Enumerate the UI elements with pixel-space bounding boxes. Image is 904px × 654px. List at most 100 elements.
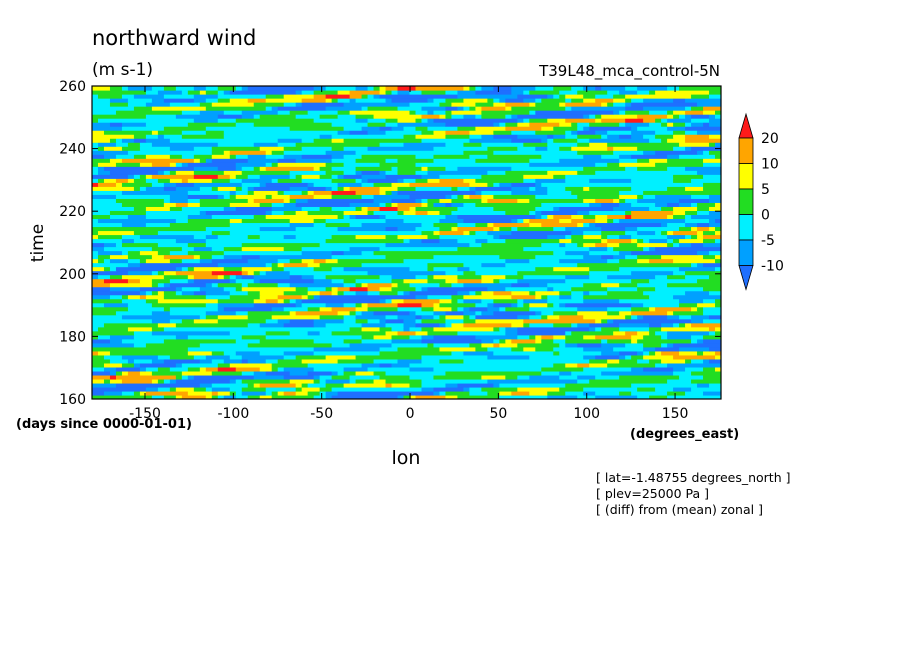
heatmap-cell <box>691 314 710 320</box>
heatmap-cell <box>487 302 494 308</box>
heatmap-cell <box>499 226 512 232</box>
heatmap-cell <box>601 230 626 236</box>
heatmap-cell <box>457 266 470 272</box>
heatmap-cell <box>92 322 105 328</box>
heatmap-cell <box>415 118 423 123</box>
heatmap-cell <box>283 366 315 372</box>
heatmap-cell <box>151 182 165 187</box>
heatmap-cell <box>601 338 608 344</box>
heatmap-cell <box>205 210 267 216</box>
heatmap-cell <box>661 322 674 328</box>
heatmap-cell <box>631 186 668 191</box>
heatmap-cell <box>595 374 620 380</box>
heatmap-cell <box>397 282 411 288</box>
heatmap-cell <box>259 234 285 240</box>
heatmap-cell <box>265 210 273 216</box>
heatmap-cell <box>577 374 596 380</box>
heatmap-cell <box>169 138 279 143</box>
heatmap-cell <box>361 262 429 268</box>
heatmap-cell <box>589 126 632 131</box>
heatmap-cell <box>697 206 710 211</box>
heatmap-cell <box>229 378 237 384</box>
heatmap-cell <box>613 346 644 352</box>
heatmap-cell <box>547 298 584 304</box>
heatmap-cell <box>589 326 596 332</box>
heatmap-cell <box>457 222 476 228</box>
heatmap-cell <box>691 370 721 376</box>
colorbar-label: -10 <box>761 259 784 275</box>
heatmap-cell <box>571 122 578 127</box>
heatmap-cell <box>541 202 590 207</box>
heatmap-cell <box>445 90 459 95</box>
heatmap-cell <box>271 314 321 320</box>
heatmap-cell <box>427 118 435 123</box>
heatmap-cell <box>313 274 327 280</box>
heatmap-cell <box>673 370 692 376</box>
heatmap-cell <box>697 306 704 312</box>
heatmap-cell <box>403 298 441 304</box>
heatmap-cell <box>427 294 453 300</box>
heatmap-cell <box>175 378 231 384</box>
heatmap-cell <box>211 258 249 264</box>
heatmap-cell <box>553 346 584 352</box>
heatmap-cell <box>379 286 393 292</box>
heatmap-cell <box>139 370 153 376</box>
colorbar-top-arrow <box>738 112 754 139</box>
heatmap-cell <box>92 290 141 296</box>
heatmap-cell <box>169 222 231 228</box>
heatmap-cell <box>481 198 488 203</box>
heatmap-cell <box>205 394 213 399</box>
heatmap-cell <box>607 286 638 292</box>
heatmap-cell <box>697 222 710 228</box>
heatmap-cell <box>457 382 494 388</box>
heatmap-cell <box>655 274 668 280</box>
heatmap-cell <box>619 326 650 332</box>
heatmap-cell <box>301 190 309 195</box>
heatmap-cell <box>547 138 554 143</box>
heatmap-cell <box>415 154 435 159</box>
heatmap-cell <box>415 274 429 280</box>
heatmap-cell <box>409 206 417 211</box>
heatmap-cell <box>229 174 237 179</box>
heatmap-cell <box>241 170 291 175</box>
heatmap-cell <box>559 146 572 151</box>
heatmap-cell <box>92 298 123 304</box>
heatmap-cell <box>619 194 638 199</box>
heatmap-cell <box>415 162 530 167</box>
y-tick-label: 260 <box>59 79 86 95</box>
heatmap-cell <box>397 358 423 364</box>
heatmap-cell <box>445 394 459 399</box>
y-axis-label: time <box>28 224 48 262</box>
heatmap-cell <box>223 246 243 252</box>
heatmap-cell <box>535 254 584 260</box>
heatmap-cell <box>595 114 602 119</box>
heatmap-cell <box>343 370 357 376</box>
heatmap-cell <box>199 286 225 292</box>
heatmap-cell <box>697 230 704 236</box>
heatmap-cell <box>535 86 554 91</box>
heatmap-cell <box>637 126 668 131</box>
heatmap-cell <box>163 186 177 191</box>
heatmap-cell <box>415 178 429 183</box>
heatmap-cell <box>307 290 321 296</box>
heatmap-cell <box>199 254 213 260</box>
heatmap-cell <box>313 138 333 143</box>
heatmap-cell <box>265 298 279 304</box>
heatmap-cell <box>115 266 177 272</box>
heatmap-cell <box>121 298 147 304</box>
heatmap-cell <box>409 182 470 187</box>
heatmap-cell <box>703 262 721 268</box>
heatmap-cell <box>92 338 111 344</box>
heatmap-cell <box>439 218 465 224</box>
heatmap-cell <box>92 386 147 392</box>
heatmap-cell <box>457 306 465 312</box>
heatmap-cell <box>145 390 189 396</box>
heatmap-cell <box>535 294 542 300</box>
heatmap-cell <box>229 222 291 228</box>
heatmap-cell <box>565 382 632 388</box>
heatmap-cell <box>601 114 638 119</box>
heatmap-cell <box>541 182 704 187</box>
heatmap-cell <box>92 226 207 232</box>
heatmap-cell <box>307 306 321 312</box>
heatmap-cell <box>565 362 578 368</box>
